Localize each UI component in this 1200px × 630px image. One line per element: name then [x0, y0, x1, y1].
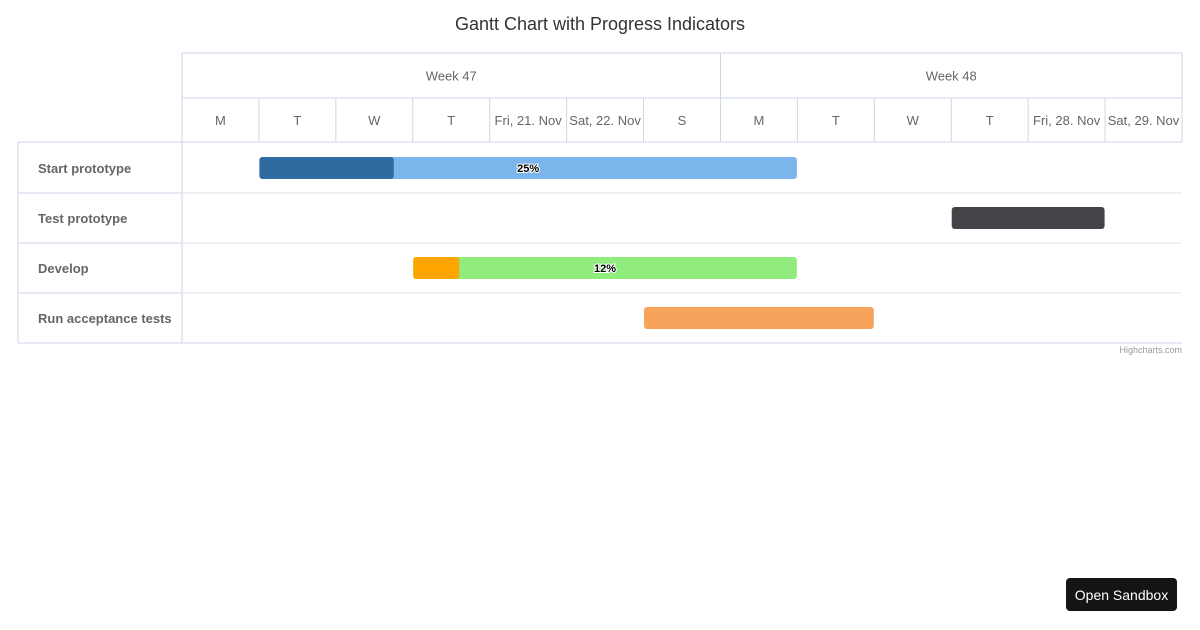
- day-label: W: [907, 113, 920, 128]
- progress-label: 25%: [517, 163, 539, 175]
- task-name-label: Start prototype: [38, 161, 131, 176]
- progress-label: 12%: [594, 263, 616, 275]
- open-sandbox-button[interactable]: Open Sandbox: [1066, 578, 1177, 611]
- week-label: Week 47: [426, 69, 477, 84]
- day-label: M: [754, 113, 765, 128]
- day-label: S: [678, 113, 687, 128]
- task-bar[interactable]: [951, 207, 1105, 229]
- credits-link[interactable]: Highcharts.com: [1119, 345, 1182, 355]
- day-label: T: [293, 113, 301, 128]
- day-label: Sat, 29. Nov: [1108, 113, 1180, 128]
- task-bar[interactable]: [413, 257, 797, 279]
- day-label: Fri, 21. Nov: [495, 113, 563, 128]
- task-name-label: Run acceptance tests: [38, 311, 172, 326]
- day-label: T: [832, 113, 840, 128]
- task-progress-fill: [259, 157, 394, 179]
- task-progress-fill: [413, 257, 460, 279]
- day-label: T: [986, 113, 994, 128]
- day-label: W: [368, 113, 381, 128]
- task-bar[interactable]: [644, 307, 874, 329]
- chart-title: Gantt Chart with Progress Indicators: [454, 14, 746, 34]
- day-label: Fri, 28. Nov: [1033, 113, 1101, 128]
- task-name-label: Test prototype: [38, 211, 127, 226]
- week-label: Week 48: [926, 69, 977, 84]
- task-name-label: Develop: [38, 261, 89, 276]
- day-label: M: [215, 113, 226, 128]
- day-label: T: [447, 113, 455, 128]
- day-label: Sat, 22. Nov: [569, 113, 641, 128]
